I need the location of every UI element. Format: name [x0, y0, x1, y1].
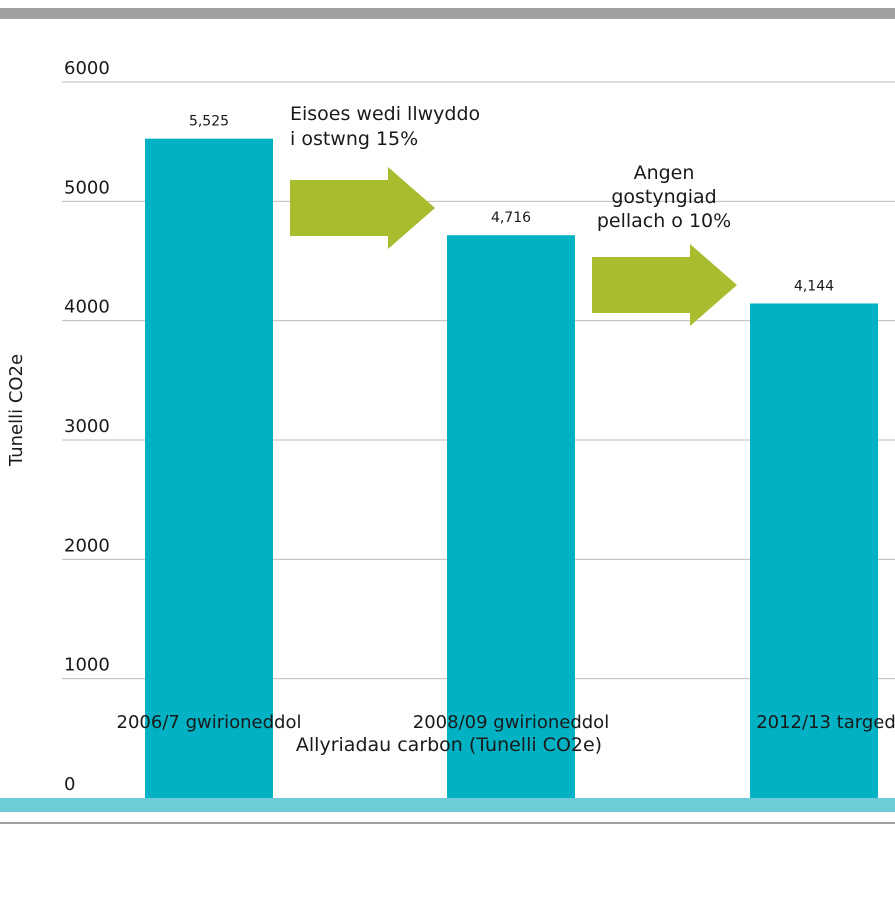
- annotation-text: Angen: [634, 162, 695, 184]
- x-axis-label: Allyriadau carbon (Tunelli CO2e): [296, 734, 602, 756]
- y-tick-label: 6000: [64, 58, 110, 79]
- bar-value-label: 4,716: [491, 210, 531, 226]
- x-axis-ticks: 2006/7 gwirioneddol 2008/09 gwirioneddol 2…: [117, 712, 895, 733]
- value-labels: 5,525 4,716 4,144: [189, 114, 834, 295]
- annotation-text: pellach o 10%: [597, 210, 731, 232]
- arrow-icon: [592, 244, 737, 326]
- x-tick-label: 2006/7 gwirioneddol: [117, 712, 302, 733]
- arrow-icon: [290, 167, 435, 249]
- y-tick-label: 2000: [64, 535, 110, 556]
- annotations: Eisoes wedi llwyddo i ostwng 15% Angengost…: [290, 103, 737, 326]
- y-axis-ticks: 0 1000 2000 3000 4000 5000 6000: [64, 58, 110, 795]
- bar: [145, 138, 273, 798]
- y-tick-label: 3000: [64, 416, 110, 437]
- annotation-text: gostyngiad: [611, 186, 716, 208]
- bar: [750, 303, 878, 798]
- annotation-text: Eisoes wedi llwyddo: [290, 103, 480, 125]
- top-rule: [0, 8, 895, 19]
- x-tick-label: 2012/13 targed: [756, 712, 895, 733]
- y-tick-label: 1000: [64, 655, 110, 676]
- baseline-band: [0, 798, 895, 812]
- bars: [145, 138, 878, 798]
- x-tick-label: 2008/09 gwirioneddol: [413, 712, 609, 733]
- y-axis-label: Tunelli CO2e: [6, 354, 27, 467]
- y-tick-label: 4000: [64, 297, 110, 318]
- y-tick-label: 5000: [64, 177, 110, 198]
- annotation-text: i ostwng 15%: [290, 128, 418, 150]
- bar: [447, 235, 575, 798]
- bar-value-label: 4,144: [794, 278, 834, 294]
- bar-value-label: 5,525: [189, 114, 229, 130]
- bottom-rule: [0, 822, 895, 824]
- y-tick-label: 0: [64, 774, 75, 795]
